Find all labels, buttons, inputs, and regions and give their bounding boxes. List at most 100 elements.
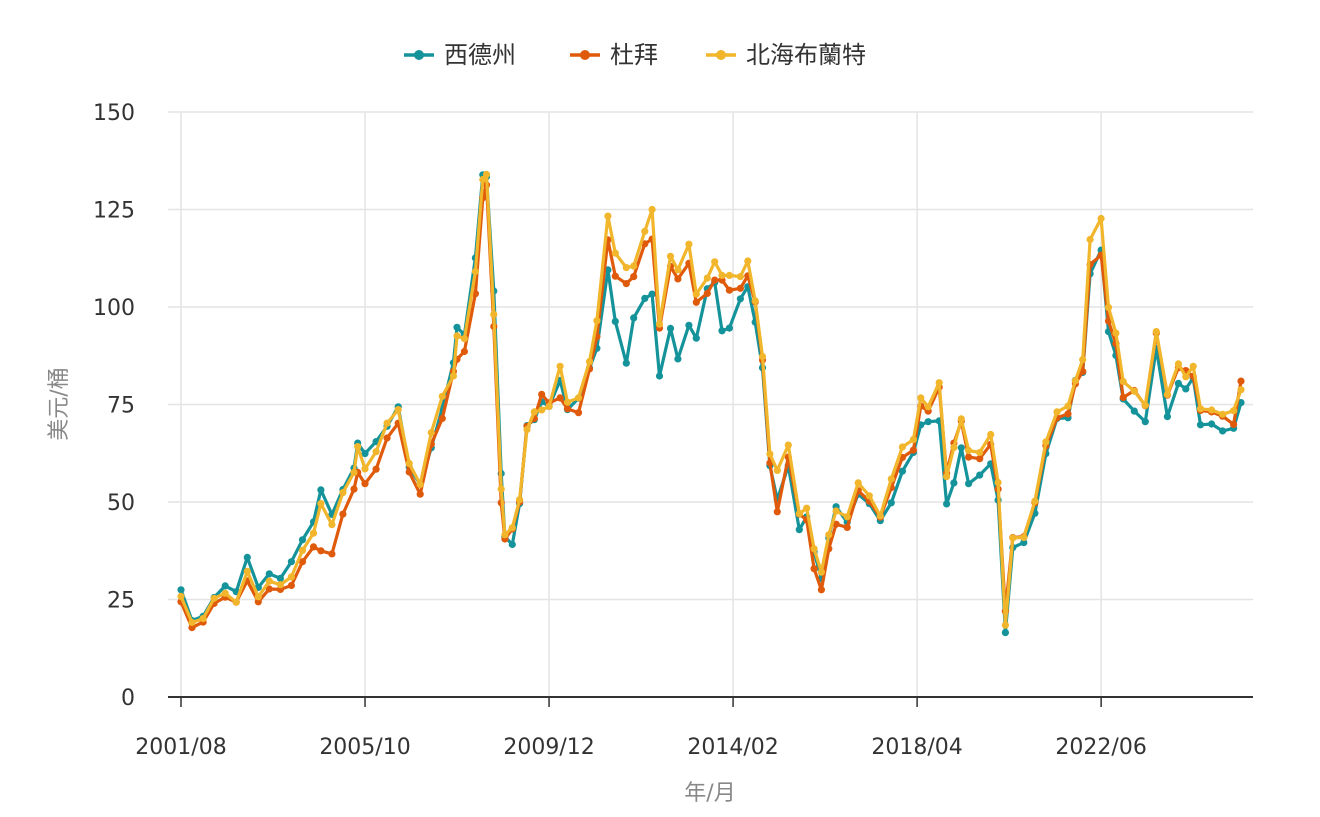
data-point xyxy=(1001,629,1010,637)
data-point xyxy=(725,286,734,294)
data-point xyxy=(865,492,873,500)
data-point xyxy=(350,468,358,476)
data-point xyxy=(1053,408,1061,416)
data-point xyxy=(460,335,468,343)
data-point xyxy=(563,405,572,413)
data-point xyxy=(711,276,719,284)
data-point xyxy=(692,334,700,342)
data-point xyxy=(210,594,218,602)
series-line xyxy=(179,183,1243,630)
data-point xyxy=(339,510,347,518)
data-point xyxy=(265,570,273,578)
data-point xyxy=(994,478,1002,487)
data-point xyxy=(725,324,734,332)
y-tick-label: 150 xyxy=(93,101,135,126)
data-point xyxy=(482,170,491,178)
data-point xyxy=(611,249,619,257)
data-point xyxy=(909,446,918,454)
data-point xyxy=(405,459,413,467)
data-point xyxy=(556,362,564,370)
data-point xyxy=(287,558,295,566)
data-point xyxy=(744,257,752,265)
data-point xyxy=(328,521,336,529)
y-tick-label: 100 xyxy=(93,296,135,321)
data-point xyxy=(736,295,745,303)
data-point xyxy=(221,582,229,590)
x-tick-label: 2018/04 xyxy=(871,735,962,760)
data-point xyxy=(1071,377,1079,385)
data-point xyxy=(950,479,958,487)
data-point xyxy=(1174,360,1182,368)
data-point xyxy=(674,266,682,274)
data-point xyxy=(1112,329,1120,337)
data-point xyxy=(674,275,682,283)
data-point xyxy=(703,289,711,297)
data-point xyxy=(497,485,505,493)
data-point xyxy=(243,567,251,576)
data-point xyxy=(309,529,318,537)
x-tick-label: 2005/10 xyxy=(319,735,410,760)
data-point xyxy=(1141,401,1149,409)
data-point xyxy=(909,436,918,444)
data-point xyxy=(1163,413,1171,421)
data-point xyxy=(630,273,638,281)
data-point xyxy=(1130,387,1138,395)
data-point xyxy=(449,372,457,380)
data-point xyxy=(1031,497,1039,505)
data-point xyxy=(416,490,424,498)
x-tick-label: 2014/02 xyxy=(687,735,778,760)
data-point xyxy=(725,271,734,279)
data-point xyxy=(674,355,682,363)
data-point xyxy=(361,480,369,488)
data-point xyxy=(1189,362,1197,370)
data-point xyxy=(1130,407,1138,415)
data-point xyxy=(361,450,369,458)
data-point xyxy=(1196,421,1205,429)
data-point xyxy=(317,547,325,555)
series-layer xyxy=(177,170,1245,637)
data-point xyxy=(718,271,726,279)
data-point xyxy=(232,598,240,606)
data-point xyxy=(1009,534,1017,542)
data-point xyxy=(350,485,358,493)
data-point xyxy=(825,531,833,539)
data-point xyxy=(1182,385,1190,393)
y-tick-label: 50 xyxy=(107,491,135,516)
data-point xyxy=(832,507,840,515)
data-point xyxy=(556,394,564,402)
data-point xyxy=(887,475,895,483)
data-point xyxy=(1119,393,1127,402)
data-point xyxy=(221,589,229,597)
data-point xyxy=(574,394,583,402)
data-point xyxy=(287,581,295,590)
data-point xyxy=(666,324,675,332)
series-2 xyxy=(177,170,1245,629)
legend-swatch-dot xyxy=(414,50,424,60)
data-point xyxy=(453,323,461,331)
data-point xyxy=(1097,214,1105,223)
data-point xyxy=(265,585,273,593)
data-point xyxy=(501,531,509,539)
series-0 xyxy=(177,171,1245,637)
data-point xyxy=(298,558,307,566)
x-tick-label: 2022/06 xyxy=(1055,735,1146,760)
data-point xyxy=(943,500,951,508)
data-point xyxy=(427,429,435,437)
legend-label: 杜拜 xyxy=(610,41,658,69)
data-point xyxy=(711,258,719,266)
grid-lines xyxy=(168,111,1253,697)
data-point xyxy=(965,453,973,461)
data-point xyxy=(438,392,446,400)
data-point xyxy=(773,466,781,474)
data-point xyxy=(530,408,538,416)
data-point xyxy=(1104,303,1113,311)
data-point xyxy=(287,573,295,581)
data-point xyxy=(1079,356,1087,364)
data-point xyxy=(309,543,318,551)
series-1 xyxy=(177,181,1245,632)
data-point xyxy=(887,499,895,507)
data-point xyxy=(1230,420,1238,428)
y-axis-title: 美元/桶 xyxy=(47,367,72,440)
data-point xyxy=(460,347,468,356)
data-point xyxy=(795,510,803,518)
